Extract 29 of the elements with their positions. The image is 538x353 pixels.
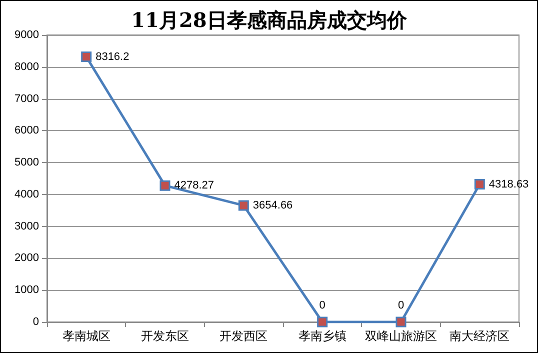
point xyxy=(160,180,170,191)
y-tick-label: 1000 xyxy=(14,284,39,296)
data-label: 0 xyxy=(398,299,404,312)
y-tick-label: 5000 xyxy=(14,156,39,169)
point xyxy=(238,200,249,211)
point xyxy=(396,316,406,328)
data-label: 8316.2 xyxy=(96,50,130,63)
y-tick-label: 6000 xyxy=(14,124,39,137)
data-label: 3654.66 xyxy=(252,199,293,212)
point xyxy=(81,52,92,62)
x-tick-label: 孝南乡镇 xyxy=(298,329,346,343)
data-label: 4278.27 xyxy=(174,180,214,192)
point xyxy=(317,316,328,328)
chart-title: 11月28日孝感商品房成交均价 xyxy=(131,8,408,32)
y-tick-label: 9000 xyxy=(14,29,39,41)
y-tick-label: 3000 xyxy=(14,220,39,232)
x-tick-label: 开发东区 xyxy=(141,329,189,343)
y-tick-label: 0 xyxy=(32,316,39,328)
point xyxy=(474,179,485,190)
data-label: 0 xyxy=(319,299,326,312)
x-tick-label: 开发西区 xyxy=(220,329,268,343)
data-label: 4318.63 xyxy=(488,178,529,190)
x-tick-label: 孝南城区 xyxy=(62,329,110,343)
y-tick-label: 7000 xyxy=(14,92,39,105)
y-tick-label: 4000 xyxy=(14,188,39,200)
y-tick-label: 2000 xyxy=(14,252,39,264)
x-tick-label: 双峰山旅游区 xyxy=(365,329,437,343)
x-tick-label: 南大经济区 xyxy=(450,329,510,343)
y-tick-label: 8000 xyxy=(14,60,39,73)
